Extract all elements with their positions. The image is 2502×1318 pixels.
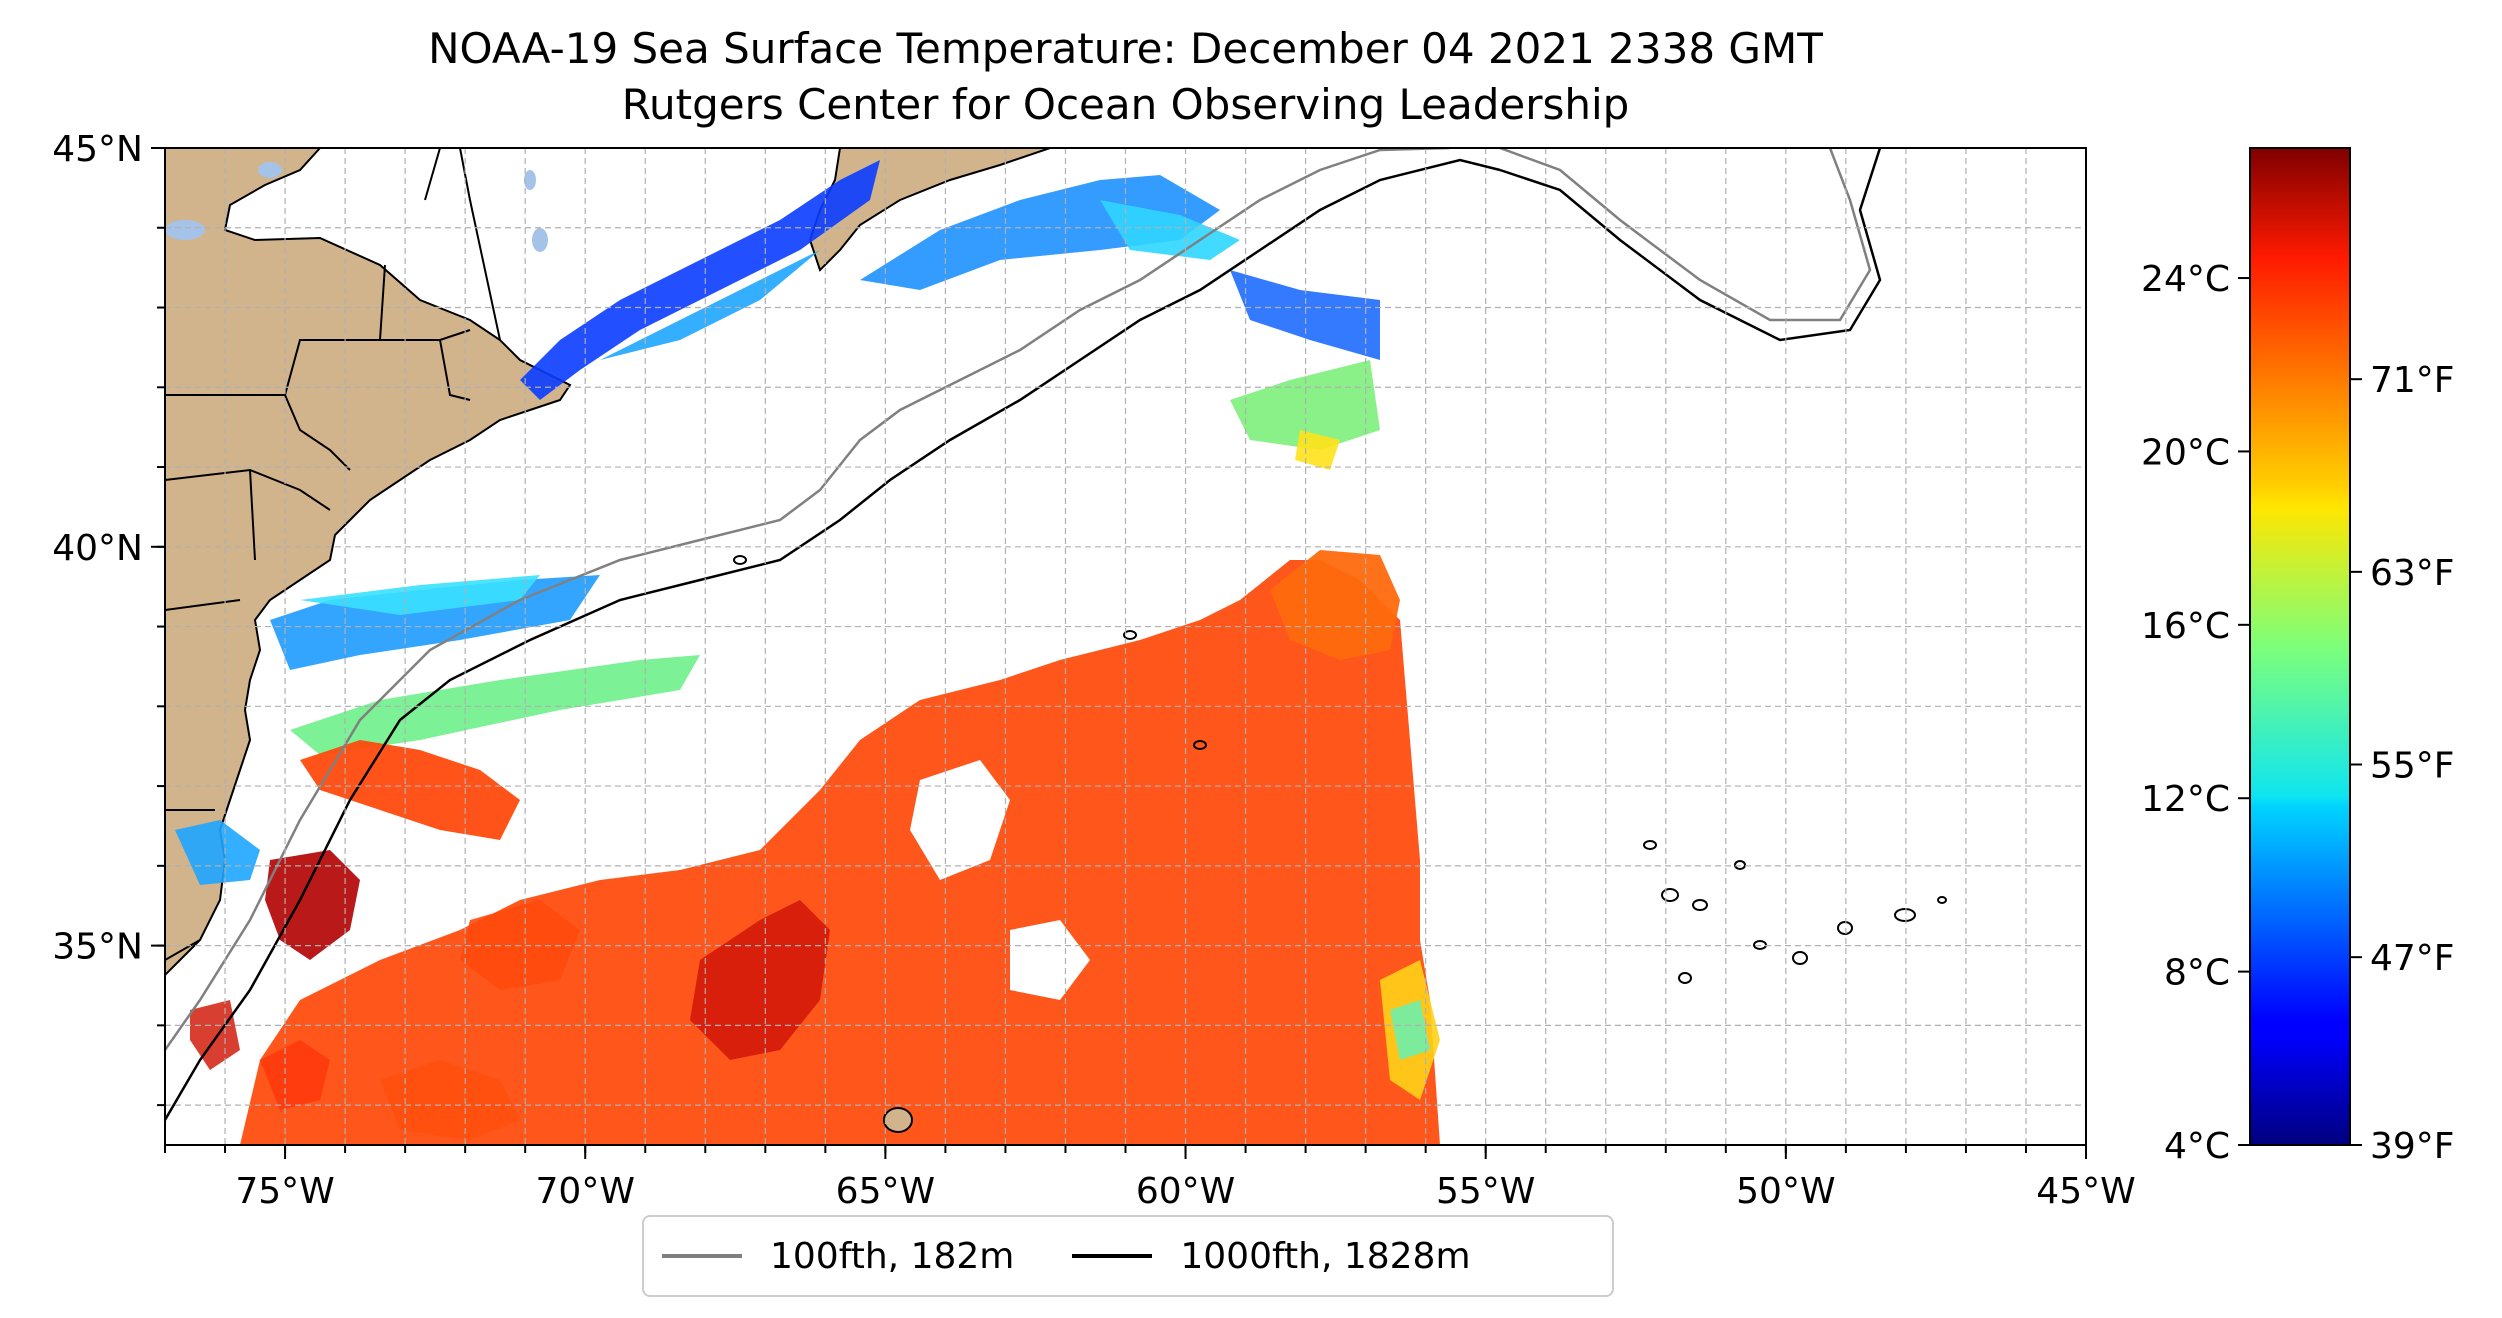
colorbar-f-label: 63°F xyxy=(2370,553,2455,594)
sst-patch-warm-south xyxy=(260,1040,330,1110)
lat-tick-label: 35°N xyxy=(52,927,143,968)
lake xyxy=(532,228,548,252)
state-borders xyxy=(165,148,501,961)
sst-patch-edge-cyan xyxy=(1390,1000,1430,1060)
sst-patch-warm-west xyxy=(300,740,520,840)
land-mass xyxy=(165,148,572,977)
colorbar-c-label: 24°C xyxy=(2141,259,2230,300)
colorbar-f-label: 47°F xyxy=(2370,938,2455,979)
colorbar-c-label: 8°C xyxy=(2164,953,2230,994)
colorbar-c-label: 4°C xyxy=(2164,1126,2230,1167)
map-title: NOAA-19 Sea Surface Temperature: Decembe… xyxy=(428,24,1823,73)
isobath-1000fth-newfoundland xyxy=(1499,148,1882,342)
lon-tick-label: 50°W xyxy=(1736,1171,1835,1212)
sst-patch-white-gap xyxy=(910,760,1010,880)
gridlines xyxy=(165,148,2086,1145)
sst-patch-warm-south xyxy=(380,1060,520,1140)
isobath-100fth-newfoundland xyxy=(1499,148,1872,322)
legend-label-1000fth: 1000fth, 1828m xyxy=(1180,1235,1471,1277)
legend-line-1000fth xyxy=(1072,1254,1153,1258)
axis-ticks: 75°W 70°W 65°W 60°W 55°W 50°W 45°W 45°N 40°N 35°N xyxy=(52,129,2135,1212)
legend-item-100fth: 100fth, 182m xyxy=(644,1236,1014,1277)
map-area xyxy=(165,148,2086,1145)
sst-patch-gulf-of-maine-cyan xyxy=(600,250,820,360)
lake xyxy=(258,162,282,178)
sst-patch-warm-coastal xyxy=(265,850,360,960)
lon-tick-label: 60°W xyxy=(1136,1171,1235,1212)
isobath-legend: 100fth, 182m 1000fth, 1828m xyxy=(642,1215,1614,1297)
lon-tick-label: 45°W xyxy=(2036,1171,2135,1212)
isobath-1000fth xyxy=(165,158,1501,1121)
sst-patch-gulf-stream-core xyxy=(690,900,830,1060)
colorbar-f-label: 39°F xyxy=(2370,1126,2455,1167)
map-subtitle: Rutgers Center for Ocean Observing Leade… xyxy=(621,80,1630,129)
lon-tick-label: 75°W xyxy=(235,1171,334,1212)
isobath-100fth xyxy=(165,148,1451,1051)
sst-patch-offshore-blue xyxy=(1230,270,1380,360)
sst-patch-scotian-teal xyxy=(1100,200,1240,260)
sst-patch-nj-shelf-cyan xyxy=(300,575,540,615)
legend-item-1000fth: 1000fth, 1828m xyxy=(1054,1235,1471,1277)
lat-tick-label: 45°N xyxy=(52,129,143,170)
seamounts xyxy=(733,555,1947,1133)
legend-line-100fth xyxy=(662,1254,742,1258)
sst-patch-gulf-stream-north xyxy=(1270,550,1400,660)
lon-tick-label: 70°W xyxy=(536,1171,635,1212)
sst-patch-va-coast xyxy=(175,820,260,885)
colorbar-c-label: 16°C xyxy=(2141,606,2230,647)
legend-label-100fth: 100fth, 182m xyxy=(770,1235,1015,1277)
sst-patch-gulf-of-maine xyxy=(520,160,880,400)
colorbar-ticks: 4°C 8°C 12°C 16°C 20°C 24°C 39°F 47°F 55°F 63°F 71… xyxy=(2141,259,2454,1167)
colorbar-c-label: 12°C xyxy=(2141,779,2230,820)
colorbar xyxy=(2249,147,2351,1146)
lon-tick-label: 65°W xyxy=(836,1171,935,1212)
lake xyxy=(165,220,205,240)
sst-patch-offshore-yellow xyxy=(1295,430,1340,470)
colorbar-c-label: 20°C xyxy=(2141,432,2230,473)
sst-patch-georges-bank xyxy=(860,175,1220,290)
sst-patch-coastal-red xyxy=(190,1000,240,1070)
lon-tick-label: 55°W xyxy=(1436,1171,1535,1212)
lat-tick-label: 40°N xyxy=(52,528,143,569)
sst-patch-white-gap xyxy=(1010,920,1090,1000)
colorbar-f-label: 55°F xyxy=(2370,746,2455,787)
lake xyxy=(524,170,536,190)
sst-patch-offshore-green xyxy=(1230,360,1380,450)
colorbar-f-label: 71°F xyxy=(2370,360,2455,401)
